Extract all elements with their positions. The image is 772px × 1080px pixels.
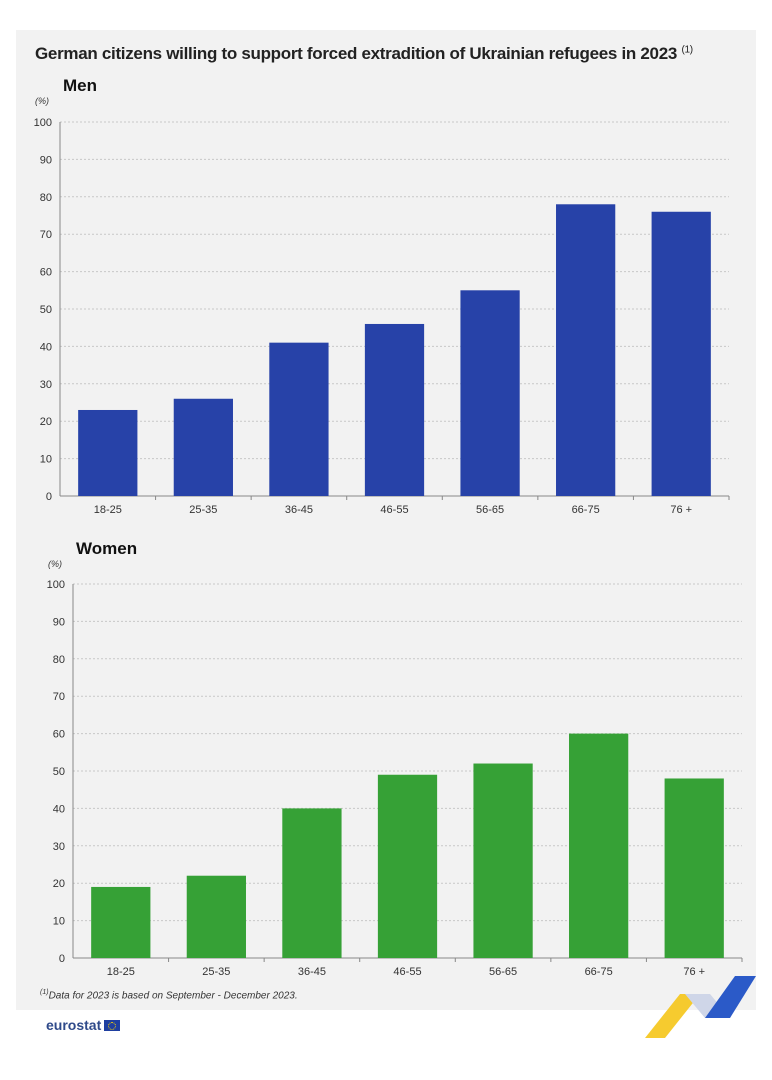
x-tick-label: 56-65 <box>476 504 504 516</box>
x-tick-label: 25-35 <box>189 504 217 516</box>
x-tick-label: 76 + <box>683 966 705 978</box>
bar <box>651 211 711 496</box>
bar <box>78 409 138 496</box>
y-tick-label: 40 <box>40 341 52 353</box>
bar <box>569 733 629 958</box>
bar <box>173 398 233 496</box>
x-tick-label: 66-75 <box>572 504 600 516</box>
x-tick-label: 18-25 <box>107 966 135 978</box>
y-tick-label: 50 <box>40 304 52 316</box>
y-tick-label: 20 <box>53 878 65 890</box>
y-tick-label: 100 <box>34 117 52 129</box>
decorative-stripes-icon <box>645 976 756 1038</box>
y-unit-label: (%) <box>48 559 62 569</box>
logo-text: eurostat <box>46 1017 102 1033</box>
title-note: (1) <box>681 44 693 56</box>
panel-title: Men <box>63 76 97 95</box>
x-tick-label: 25-35 <box>202 966 230 978</box>
x-tick-label: 36-45 <box>285 504 313 516</box>
panel-title: Women <box>76 539 137 558</box>
bar <box>269 342 329 496</box>
bar <box>556 204 616 496</box>
y-tick-label: 60 <box>53 729 65 741</box>
y-unit-label: (%) <box>35 96 49 106</box>
y-tick-label: 30 <box>40 379 52 391</box>
bar <box>364 323 425 496</box>
y-tick-label: 0 <box>59 953 65 965</box>
y-tick-label: 50 <box>53 766 65 778</box>
x-tick-label: 76 + <box>670 504 692 516</box>
y-tick-label: 40 <box>53 803 65 815</box>
y-tick-label: 60 <box>40 267 52 279</box>
y-tick-label: 10 <box>40 454 52 466</box>
y-tick-label: 20 <box>40 416 52 428</box>
y-tick-label: 90 <box>53 616 65 628</box>
y-tick-label: 30 <box>53 841 65 853</box>
x-tick-label: 18-25 <box>94 504 122 516</box>
x-tick-label: 66-75 <box>585 966 613 978</box>
bar <box>664 778 724 958</box>
footnote-mark: (1) <box>40 989 49 996</box>
bar <box>282 808 342 958</box>
y-tick-label: 0 <box>46 491 52 503</box>
footnote: (1)Data for 2023 is based on September -… <box>40 989 298 1002</box>
chart-title: German citizens willing to support force… <box>35 44 693 63</box>
y-tick-label: 70 <box>40 229 52 241</box>
bar <box>473 763 533 958</box>
bar <box>186 875 246 958</box>
x-tick-label: 46-55 <box>380 504 408 516</box>
eu-flag-icon <box>104 1019 121 1031</box>
x-tick-label: 46-55 <box>393 966 421 978</box>
y-tick-label: 10 <box>53 916 65 928</box>
x-tick-label: 36-45 <box>298 966 326 978</box>
y-tick-label: 100 <box>47 579 65 591</box>
eurostat-logo: eurostat <box>46 1017 121 1033</box>
bar <box>377 774 438 958</box>
men-chart: Men (%) 0 10 20 30 40 50 60 70 80 90 100 18-25 25-35 36… <box>34 76 730 516</box>
y-tick-label: 90 <box>40 154 52 166</box>
women-chart: Women (%) 0 10 20 30 40 50 60 70 80 90 100 18-25 25-35… <box>47 539 743 978</box>
bar <box>91 886 151 958</box>
y-tick-label: 80 <box>53 654 65 666</box>
bar <box>460 290 520 496</box>
x-tick-label: 56-65 <box>489 966 517 978</box>
y-tick-label: 80 <box>40 192 52 204</box>
y-tick-label: 70 <box>53 691 65 703</box>
